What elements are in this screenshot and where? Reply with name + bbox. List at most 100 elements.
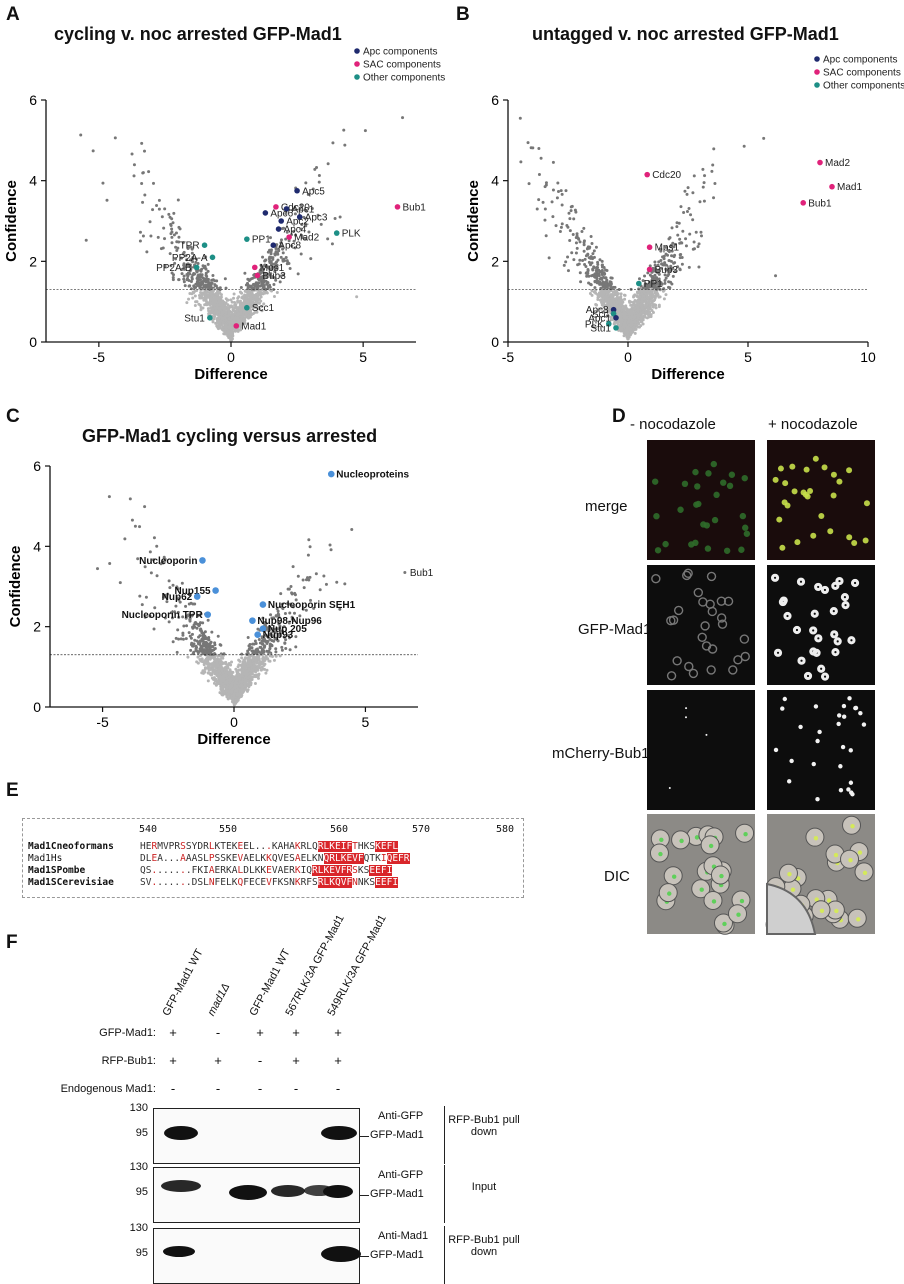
protein-dot [149, 220, 152, 223]
protein-dot [143, 505, 146, 508]
protein-dot [650, 291, 653, 294]
protein-dot [169, 223, 172, 226]
protein-dot [531, 146, 534, 149]
protein-dot [560, 226, 563, 229]
protein-dot [652, 306, 655, 309]
protein-dot [237, 295, 240, 298]
highlighted-point [270, 242, 276, 248]
protein-dot [237, 659, 240, 662]
highlighted-point [613, 315, 619, 321]
protein-dot [244, 667, 247, 670]
protein-dot [647, 308, 650, 311]
protein-dot [588, 261, 591, 264]
protein-dot [269, 286, 272, 289]
y-tick-label: 0 [491, 334, 499, 350]
protein-dot [632, 320, 635, 323]
y-tick-label: 6 [29, 92, 37, 108]
protein-dot [198, 286, 201, 289]
protein-dot [279, 592, 282, 595]
protein-dot [258, 638, 261, 641]
highlighted-point [294, 188, 300, 194]
highlighted-point [800, 200, 806, 206]
protein-dot [185, 637, 188, 640]
protein-dot [190, 292, 193, 295]
point-label: Stu1 [590, 323, 611, 334]
protein-dot [700, 234, 703, 237]
protein-dot [198, 634, 201, 637]
protein-dot [319, 588, 322, 591]
protein-dot [201, 292, 204, 295]
point-label: PP1 [644, 279, 663, 290]
blot-condition: RFP-Bub1 pull down [448, 1114, 520, 1138]
protein-dot [179, 227, 182, 230]
protein-dot [207, 664, 210, 667]
protein-dot [670, 283, 673, 286]
protein-dot [222, 322, 225, 325]
protein-dot [163, 237, 166, 240]
protein-dot [313, 168, 316, 171]
y-tick-label: 4 [491, 173, 499, 189]
protein-dot [252, 286, 255, 289]
protein-dot [204, 630, 207, 633]
protein-band [321, 1246, 361, 1262]
point-label: Nup62 [162, 592, 193, 603]
protein-dot [236, 698, 239, 701]
protein-dot [224, 661, 227, 664]
protein-dot [641, 298, 644, 301]
protein-dot [556, 182, 559, 185]
protein-dot [251, 643, 254, 646]
highlighted-point [403, 571, 406, 574]
protein-dot [237, 673, 240, 676]
protein-dot [236, 694, 239, 697]
y-tick-label: 0 [33, 699, 41, 715]
protein-dot [133, 174, 136, 177]
protein-dot [241, 685, 244, 688]
protein-dot [561, 222, 564, 225]
highlighted-point [244, 305, 250, 311]
protein-dot [593, 249, 596, 252]
blot-condition-value: - [254, 1053, 266, 1068]
protein-dot [275, 655, 278, 658]
protein-dot [219, 316, 222, 319]
protein-dot [263, 659, 266, 662]
protein-dot [288, 612, 291, 615]
panel-letter-b: B [456, 4, 470, 26]
protein-dot [591, 294, 594, 297]
protein-dot [401, 116, 404, 119]
protein-dot [200, 270, 203, 273]
protein-dot [600, 278, 603, 281]
protein-dot [209, 646, 212, 649]
protein-dot [240, 695, 243, 698]
highlighted-protein-nucleoporin-seh1: Nucleoporin SEH1 [260, 600, 356, 611]
protein-dot [656, 292, 659, 295]
protein-dot [655, 306, 658, 309]
protein-dot [134, 525, 137, 528]
point-label: Bub3 [262, 271, 286, 282]
protein-dot [622, 312, 625, 315]
protein-dot [197, 279, 200, 282]
protein-dot [114, 136, 117, 139]
protein-dot [343, 144, 346, 147]
y-tick-label: 4 [29, 173, 37, 189]
alignment-sequence: SV.......DSLNFELKQFECEVFKSNKRFSRLKQVFNNK… [140, 877, 398, 888]
protein-dot [673, 255, 676, 258]
protein-dot [161, 215, 164, 218]
protein-dot [280, 646, 283, 649]
protein-dot [197, 623, 200, 626]
protein-dot [106, 199, 109, 202]
protein-dot [300, 253, 303, 256]
protein-dot [223, 668, 226, 671]
protein-dot [669, 236, 672, 239]
legend-entry: SAC components [823, 68, 901, 79]
column-minus-nocodazole: - nocodazole [630, 416, 716, 433]
protein-dot [141, 201, 144, 204]
x-tick-label: -5 [93, 349, 106, 365]
blot-condition-value: + [254, 1025, 266, 1040]
protein-dot [180, 637, 183, 640]
protein-dot [307, 554, 310, 557]
protein-dot [640, 317, 643, 320]
protein-dot [199, 297, 202, 300]
